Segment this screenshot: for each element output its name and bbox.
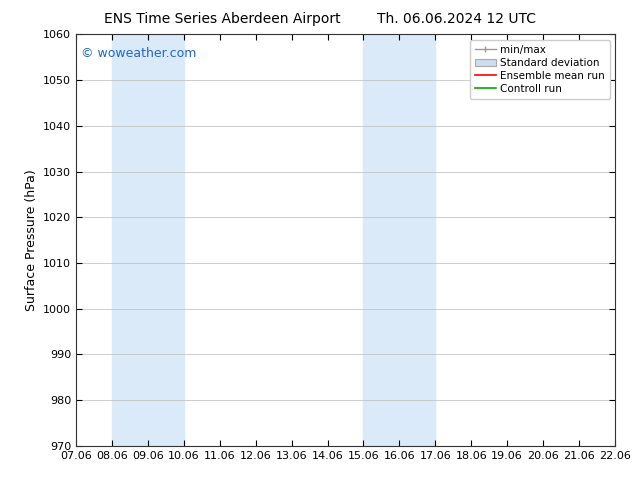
Text: © woweather.com: © woweather.com xyxy=(81,47,197,60)
Legend: min/max, Standard deviation, Ensemble mean run, Controll run: min/max, Standard deviation, Ensemble me… xyxy=(470,40,610,99)
Bar xyxy=(112,34,184,446)
Text: ENS Time Series Aberdeen Airport: ENS Time Series Aberdeen Airport xyxy=(103,12,340,26)
Text: Th. 06.06.2024 12 UTC: Th. 06.06.2024 12 UTC xyxy=(377,12,536,26)
Bar xyxy=(363,34,436,446)
Y-axis label: Surface Pressure (hPa): Surface Pressure (hPa) xyxy=(25,169,37,311)
